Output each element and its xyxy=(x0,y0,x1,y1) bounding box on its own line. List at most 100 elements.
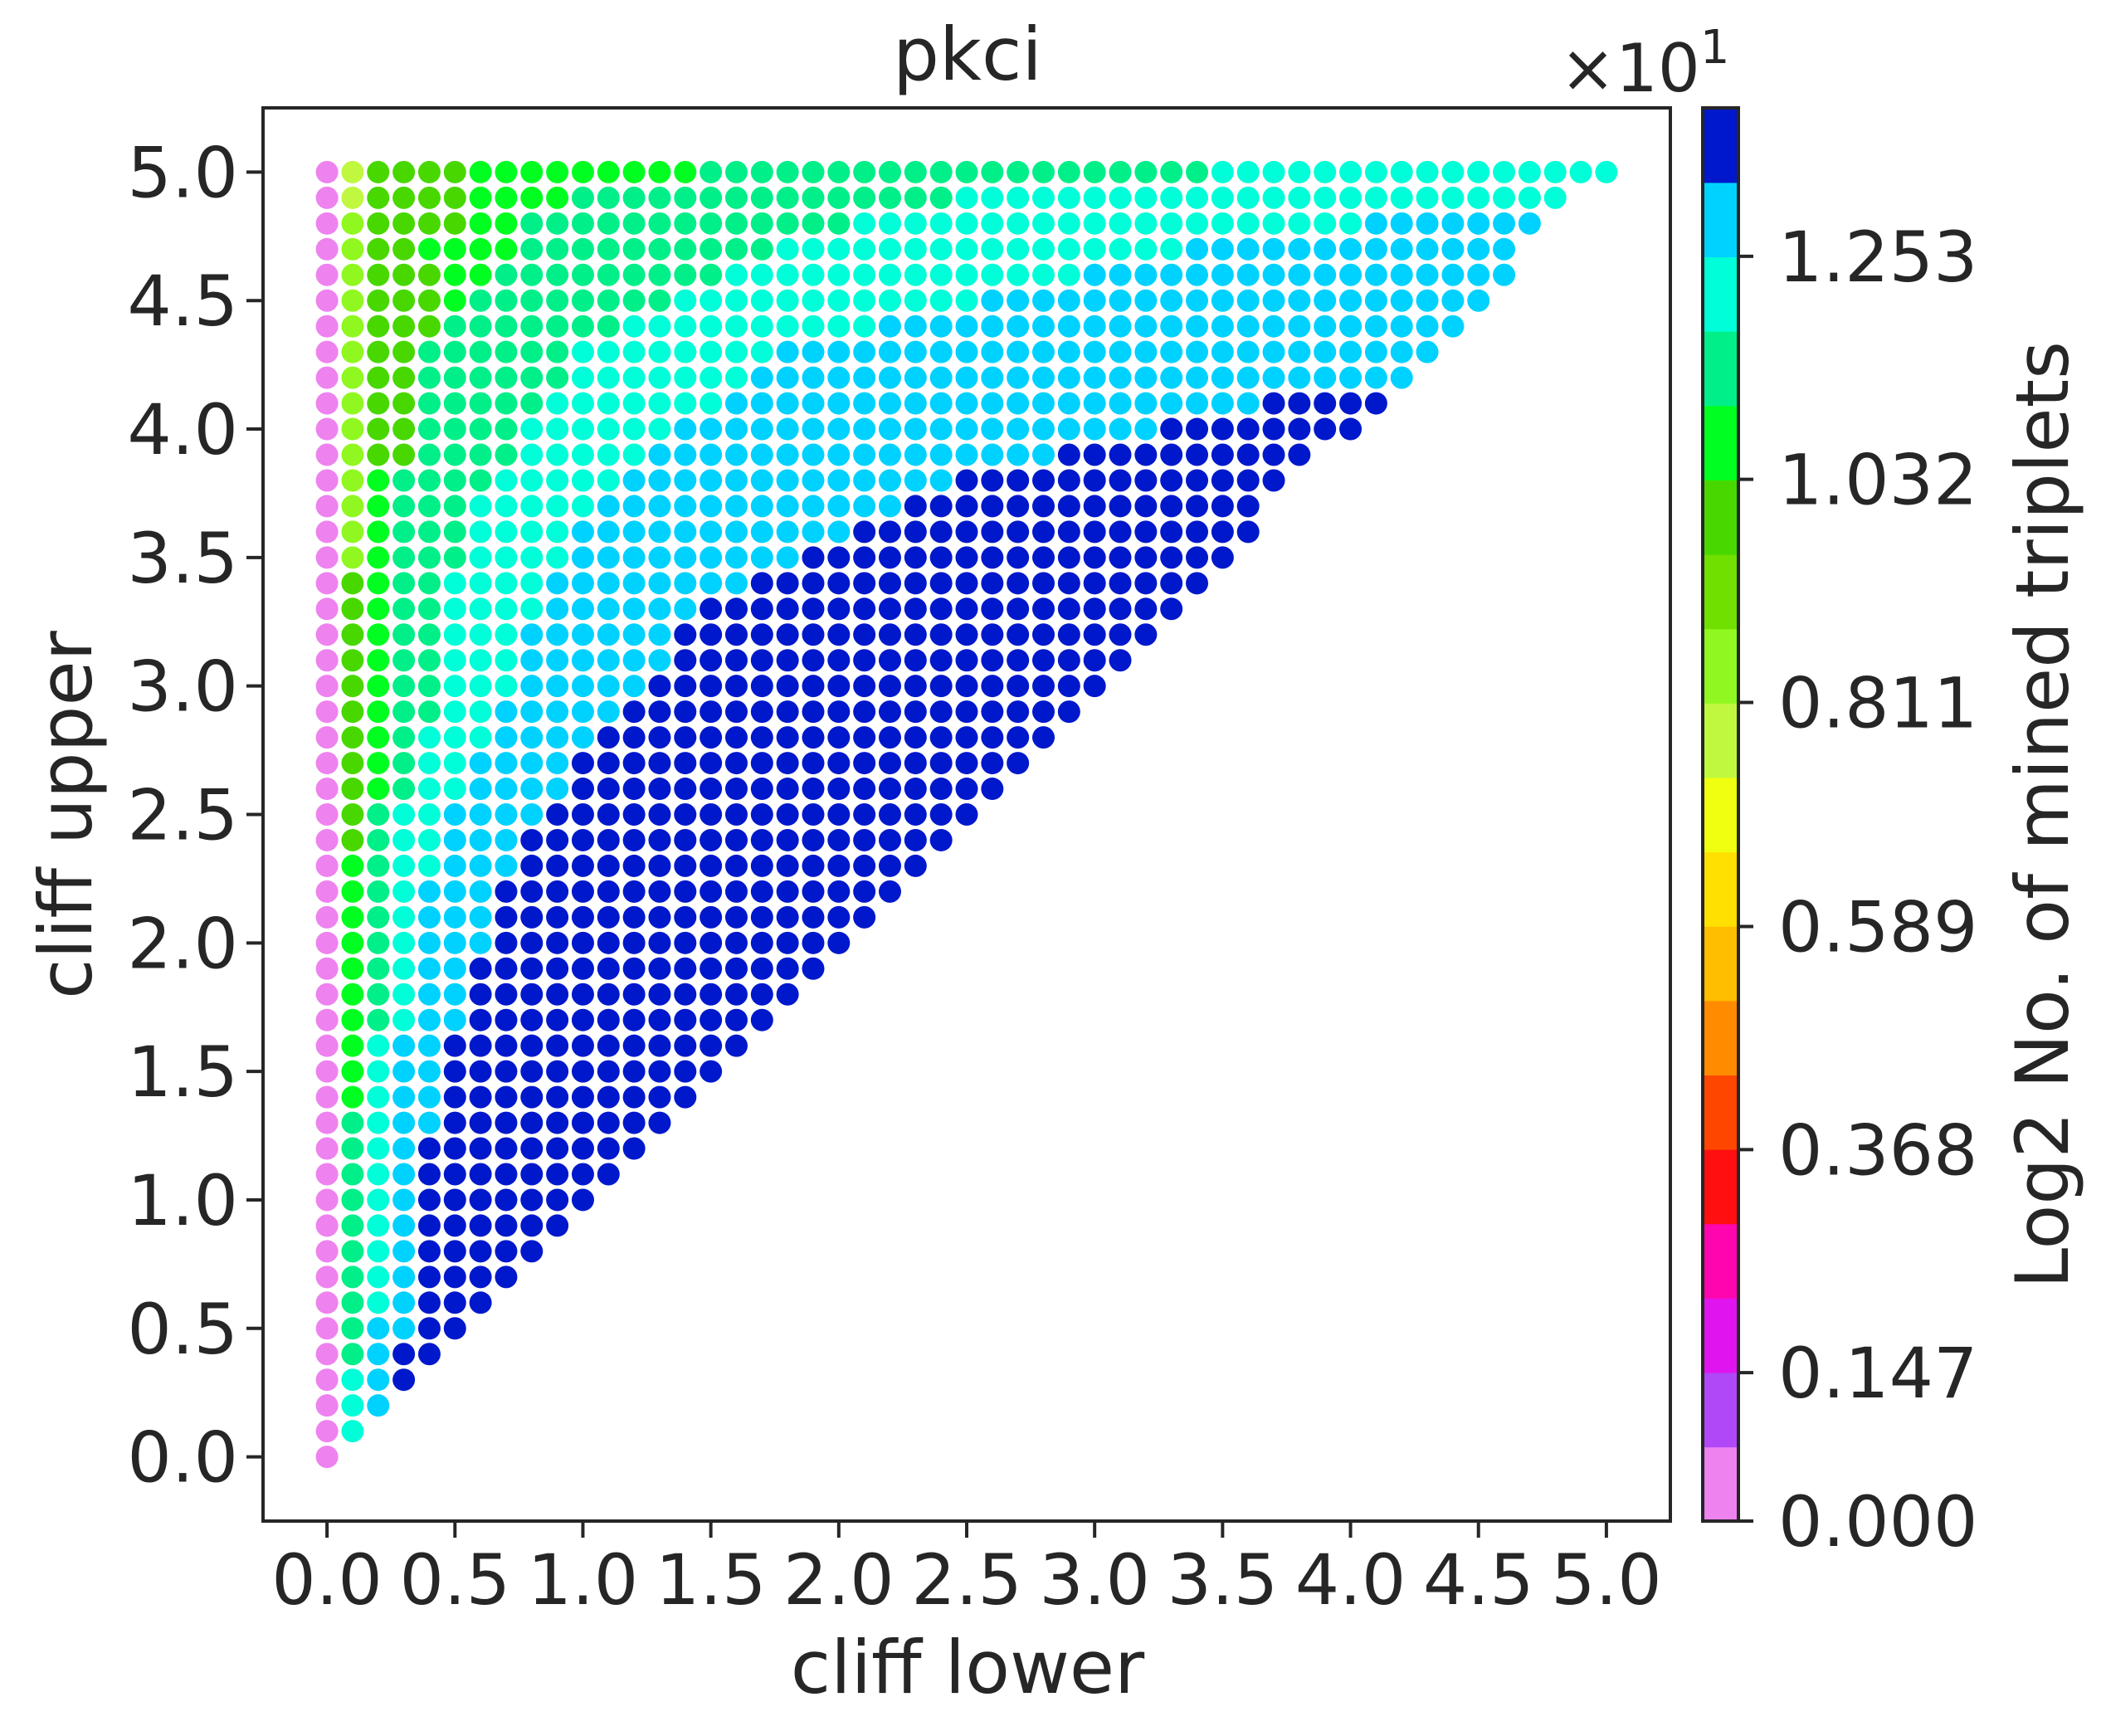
data-point xyxy=(417,957,441,980)
data-point xyxy=(469,752,492,775)
data-point xyxy=(724,1008,748,1031)
data-point xyxy=(520,1060,544,1083)
data-point xyxy=(1262,237,1285,261)
data-point xyxy=(724,263,748,286)
data-point xyxy=(1134,340,1158,363)
data-point xyxy=(315,957,339,980)
data-point xyxy=(520,1008,544,1031)
data-point xyxy=(955,417,978,441)
data-point xyxy=(546,1111,569,1134)
data-point xyxy=(1109,443,1132,466)
data-point xyxy=(495,778,518,801)
data-point xyxy=(776,700,799,724)
data-point xyxy=(853,726,876,749)
data-point xyxy=(1441,212,1465,235)
data-point xyxy=(929,546,953,569)
data-point xyxy=(1007,495,1030,518)
data-point xyxy=(827,417,851,441)
data-point xyxy=(802,520,825,544)
data-point xyxy=(622,828,646,851)
colorbar-segment xyxy=(1703,777,1738,853)
data-point xyxy=(443,1008,466,1031)
data-point xyxy=(495,1137,518,1160)
data-point xyxy=(1211,289,1234,312)
data-point xyxy=(622,1137,646,1160)
data-point xyxy=(622,1060,646,1083)
data-point xyxy=(417,700,441,724)
data-point xyxy=(495,854,518,877)
data-point xyxy=(392,649,416,672)
data-point xyxy=(341,495,364,518)
data-point xyxy=(443,1163,466,1186)
data-point xyxy=(392,880,416,903)
data-point xyxy=(443,597,466,621)
data-point xyxy=(750,623,773,646)
data-point xyxy=(1236,443,1260,466)
data-point xyxy=(776,905,799,929)
data-point xyxy=(904,700,927,724)
data-point xyxy=(597,572,620,595)
data-point xyxy=(776,289,799,312)
data-point xyxy=(904,854,927,877)
data-point xyxy=(878,546,901,569)
data-point xyxy=(1160,315,1183,338)
data-point xyxy=(622,366,646,389)
data-point xyxy=(1057,469,1080,492)
data-point xyxy=(546,983,569,1006)
data-point xyxy=(597,520,620,544)
data-point xyxy=(417,623,441,646)
data-point xyxy=(392,495,416,518)
data-point xyxy=(674,700,697,724)
y-tick-label: 4.5 xyxy=(127,261,238,342)
data-point xyxy=(674,315,697,338)
data-point xyxy=(597,495,620,518)
data-point xyxy=(674,392,697,415)
data-point xyxy=(1083,675,1106,698)
data-point xyxy=(367,649,390,672)
data-point xyxy=(443,983,466,1006)
data-point xyxy=(648,931,671,954)
data-point xyxy=(1007,597,1030,621)
data-point xyxy=(469,726,492,749)
data-point xyxy=(622,212,646,235)
data-point xyxy=(853,828,876,851)
data-point xyxy=(495,597,518,621)
data-point xyxy=(341,880,364,903)
data-point xyxy=(1160,572,1183,595)
data-point xyxy=(622,315,646,338)
data-point xyxy=(520,315,544,338)
y-tick-label: 4.0 xyxy=(127,389,238,471)
data-point xyxy=(341,1034,364,1057)
data-point xyxy=(1364,392,1387,415)
data-point xyxy=(571,1085,594,1109)
data-point xyxy=(1467,186,1490,209)
data-point xyxy=(955,289,978,312)
data-point xyxy=(981,469,1004,492)
data-point xyxy=(674,546,697,569)
data-point xyxy=(392,160,416,183)
data-point xyxy=(929,469,953,492)
chart-title: pkci xyxy=(893,12,1042,97)
data-point xyxy=(546,752,569,775)
colorbar-segment xyxy=(1703,1372,1738,1448)
data-point xyxy=(1032,649,1055,672)
data-point xyxy=(1390,160,1413,183)
data-point xyxy=(571,931,594,954)
data-point xyxy=(776,263,799,286)
data-point xyxy=(1083,366,1106,389)
data-point xyxy=(802,726,825,749)
data-point xyxy=(315,340,339,363)
data-point xyxy=(622,1085,646,1109)
data-point xyxy=(546,263,569,286)
data-point xyxy=(546,469,569,492)
data-point xyxy=(1390,212,1413,235)
data-point xyxy=(341,726,364,749)
data-point xyxy=(1288,186,1311,209)
colorbar-tick-label: 0.811 xyxy=(1778,662,1977,744)
data-point xyxy=(853,675,876,698)
data-point xyxy=(929,649,953,672)
data-point xyxy=(469,1111,492,1134)
data-point xyxy=(571,649,594,672)
data-point xyxy=(392,700,416,724)
data-point xyxy=(904,623,927,646)
